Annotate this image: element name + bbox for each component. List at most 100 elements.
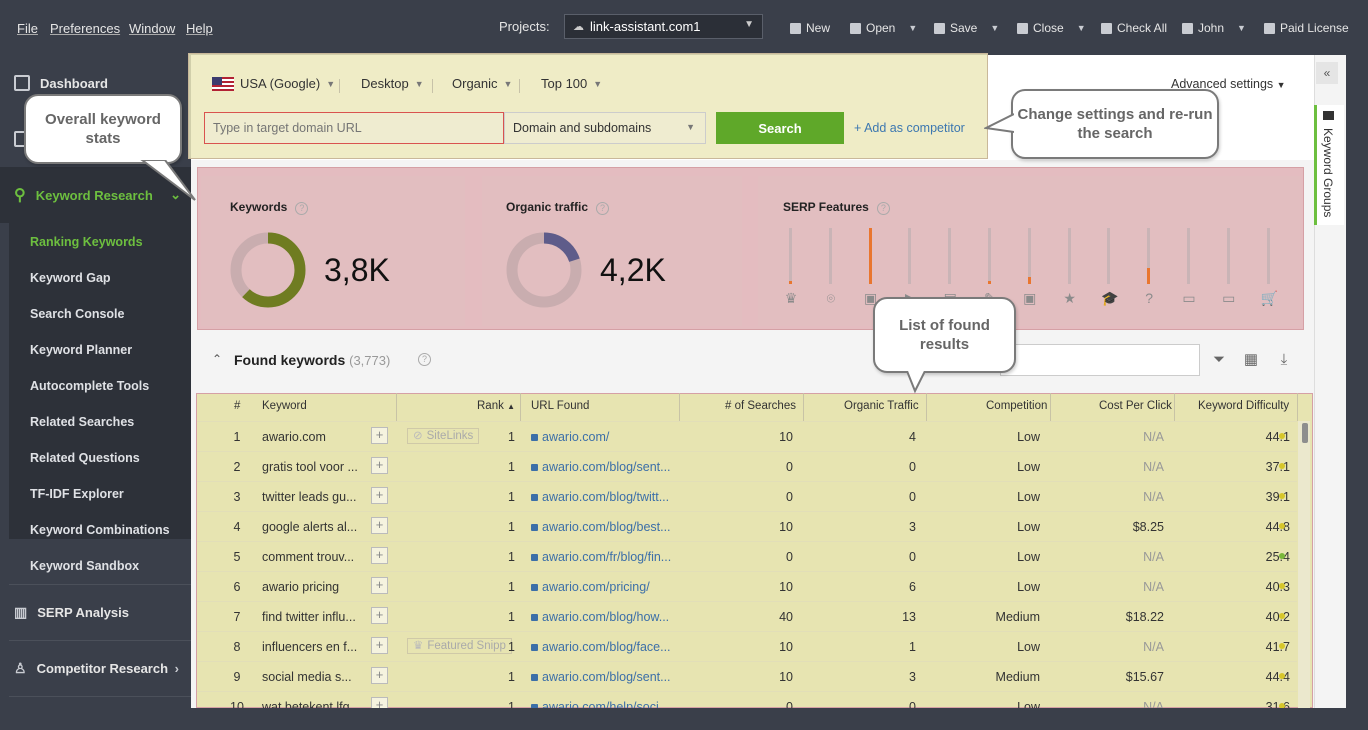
save-button[interactable]: Save ▼ (934, 21, 999, 35)
table-row[interactable]: 9 social media s... +1 awario.com/blog/sent… (197, 661, 1297, 691)
question-icon[interactable]: ? (1145, 290, 1154, 306)
sidebar-item-dashboard[interactable]: Dashboard (0, 55, 191, 111)
table-row[interactable]: 3 twitter leads gu... +1 awario.com/blog/tw… (197, 481, 1297, 511)
col-header-searches[interactable]: # of Searches (725, 400, 796, 412)
add-keyword-icon[interactable]: + (371, 517, 388, 534)
sidebar-item-keyword-combinations[interactable]: Keyword Combinations (30, 523, 170, 537)
menu-file[interactable]: File (17, 21, 38, 36)
col-header-competition[interactable]: Competition (986, 400, 1048, 412)
keyword-groups-tab[interactable] (1314, 105, 1344, 225)
col-header-keyword[interactable]: Keyword (262, 400, 307, 412)
table-row[interactable]: 10 wat betekent lfg... +1 awario.com/help/s… (197, 691, 1297, 708)
sidebar-item-keyword-sandbox[interactable]: Keyword Sandbox (30, 559, 140, 573)
sidebar-item-search-console[interactable]: Search Console (30, 307, 125, 321)
shopping-icon[interactable]: 🛒 (1260, 290, 1279, 306)
user-menu[interactable]: John ▼ (1182, 21, 1246, 35)
menu-preferences[interactable]: Preferences (50, 21, 121, 36)
menu-window[interactable]: Window (129, 21, 176, 36)
export-icon[interactable]: ⤓ (1280, 351, 1288, 368)
table-row[interactable]: 2 gratis tool voor ... +1 awario.com/blog/s… (197, 451, 1297, 481)
knowledge-panel-icon[interactable]: ▣ (1023, 290, 1037, 306)
sort-asc-icon: ▲ (507, 402, 515, 411)
collapse-chevron-icon[interactable]: ⌃ (212, 352, 223, 366)
image-icon[interactable]: ▣ (863, 290, 878, 306)
domain-url-input[interactable] (204, 112, 504, 144)
ad-top-icon[interactable]: ▭ (1182, 290, 1196, 306)
grid-view-icon[interactable]: ▦ (1243, 351, 1259, 368)
local-pack-icon[interactable]: ⌾ (826, 290, 835, 306)
help-icon[interactable]: ? (876, 202, 890, 215)
device-select[interactable]: Desktop ▼ (361, 76, 424, 91)
depth-select[interactable]: Top 100 ▼ (541, 76, 602, 91)
project-select[interactable]: ☁ link-assistant.com1 ▼ (564, 14, 763, 39)
close-button[interactable]: Close ▼ (1017, 21, 1086, 35)
ad-bottom-icon[interactable]: ▭ (1222, 290, 1236, 306)
table-row[interactable]: 5 comment trouv... +1 awario.com/fr/blog/fi… (197, 541, 1297, 571)
col-header-url-found[interactable]: URL Found (531, 400, 590, 412)
add-keyword-icon[interactable]: + (371, 577, 388, 594)
sidebar-item-ranking-keywords[interactable]: Ranking Keywords (30, 235, 143, 249)
add-keyword-icon[interactable]: + (371, 427, 388, 444)
url-cell[interactable]: awario.com/blog/face... (531, 640, 671, 654)
add-keyword-icon[interactable]: + (371, 487, 388, 504)
sidebar-item-related-searches[interactable]: Related Searches (30, 415, 135, 429)
col-header-rank[interactable]: Rank ▲ (477, 400, 515, 412)
search-type-select[interactable]: Organic ▼ (452, 76, 512, 91)
scrollbar-thumb[interactable] (1302, 423, 1308, 443)
add-keyword-icon[interactable]: + (371, 457, 388, 474)
url-cell[interactable]: awario.com/fr/blog/fin... (531, 550, 671, 564)
add-as-competitor-link[interactable]: + Add as competitor (854, 121, 965, 135)
help-icon[interactable]: ? (418, 353, 431, 366)
col-header-cost-per-click[interactable]: Cost Per Click (1099, 400, 1172, 412)
star-icon[interactable]: ★ (1063, 290, 1076, 306)
table-row[interactable]: 7 find twitter influ... +1 awario.com/blog/… (197, 601, 1297, 631)
sidebar-item-related-questions[interactable]: Related Questions (30, 451, 140, 465)
us-flag-icon (212, 76, 234, 91)
url-cell[interactable]: awario.com/help/soci... (531, 700, 671, 708)
url-cell[interactable]: awario.com/blog/best... (531, 520, 671, 534)
scope-select[interactable]: Domain and subdomains ▼ (504, 112, 706, 144)
sidebar-item-competitor-research[interactable]: ♙ Competitor Research › (0, 641, 191, 696)
sidebar-item-autocomplete-tools[interactable]: Autocomplete Tools (30, 379, 150, 393)
table-row[interactable]: 8 influencers en f... + ♛ Featured Snipp 1 awa… (197, 631, 1297, 661)
url-cell[interactable]: awario.com/blog/twitt... (531, 490, 671, 504)
quick-filter-input[interactable] (1000, 344, 1200, 376)
open-button[interactable]: Open ▼ (850, 21, 917, 35)
add-keyword-icon[interactable]: + (371, 607, 388, 624)
menu-help[interactable]: Help (186, 21, 213, 36)
url-cell[interactable]: awario.com/blog/sent... (531, 670, 671, 684)
add-keyword-icon[interactable]: + (371, 637, 388, 654)
keyword-cell: social media s... (262, 670, 352, 684)
url-cell[interactable]: awario.com/pricing/ (531, 580, 671, 594)
sidebar-item-tf-idf-explorer[interactable]: TF-IDF Explorer (30, 487, 124, 501)
url-cell[interactable]: awario.com/ (531, 430, 671, 444)
search-button[interactable]: Search (716, 112, 844, 144)
col-header-number[interactable]: # (234, 400, 241, 412)
sidebar-item-keyword-gap[interactable]: Keyword Gap (30, 271, 111, 285)
filter-icon[interactable]: ⏷ (1212, 351, 1225, 368)
add-keyword-icon[interactable]: + (371, 697, 388, 708)
check-all-button[interactable]: Check All (1101, 21, 1167, 35)
table-row[interactable]: 1 awario.com + ⊘ SiteLinks 1 awario.com/10 4 Low… (197, 421, 1297, 451)
add-keyword-icon[interactable]: + (371, 667, 388, 684)
table-row[interactable]: 4 google alerts al... +1 awario.com/blog/be… (197, 511, 1297, 541)
help-icon[interactable]: ? (596, 202, 610, 215)
new-button[interactable]: New (790, 21, 830, 35)
sidebar-item-keyword-planner[interactable]: Keyword Planner (30, 343, 133, 357)
add-keyword-icon[interactable]: + (371, 547, 388, 564)
url-cell[interactable]: awario.com/blog/sent... (531, 460, 671, 474)
license-button[interactable]: Paid License (1264, 21, 1349, 35)
col-header-keyword-difficulty[interactable]: Keyword Difficulty (1198, 400, 1290, 412)
sidebar-item-serp-analysis[interactable]: ▥ SERP Analysis (0, 585, 191, 640)
url-cell[interactable]: awario.com/blog/how... (531, 610, 671, 624)
sidebar-item-keyword-research[interactable]: ⚲ Keyword Research ⌄ (0, 167, 191, 223)
crown-icon[interactable]: ♛ (784, 290, 798, 306)
table-scrollbar[interactable] (1298, 421, 1310, 708)
table-row[interactable]: 6 awario pricing +1 awario.com/pricing/10 6 L… (197, 571, 1297, 601)
advanced-settings-link[interactable]: Advanced settings ▼ (1171, 77, 1286, 91)
country-select[interactable]: USA (Google) ▼ (212, 76, 335, 91)
graduation-icon[interactable]: 🎓 (1101, 290, 1119, 306)
collapse-panel-button[interactable]: « (1316, 62, 1338, 84)
help-icon[interactable]: ? (295, 202, 309, 215)
col-header-organic-traffic[interactable]: Organic Traffic (844, 400, 919, 412)
